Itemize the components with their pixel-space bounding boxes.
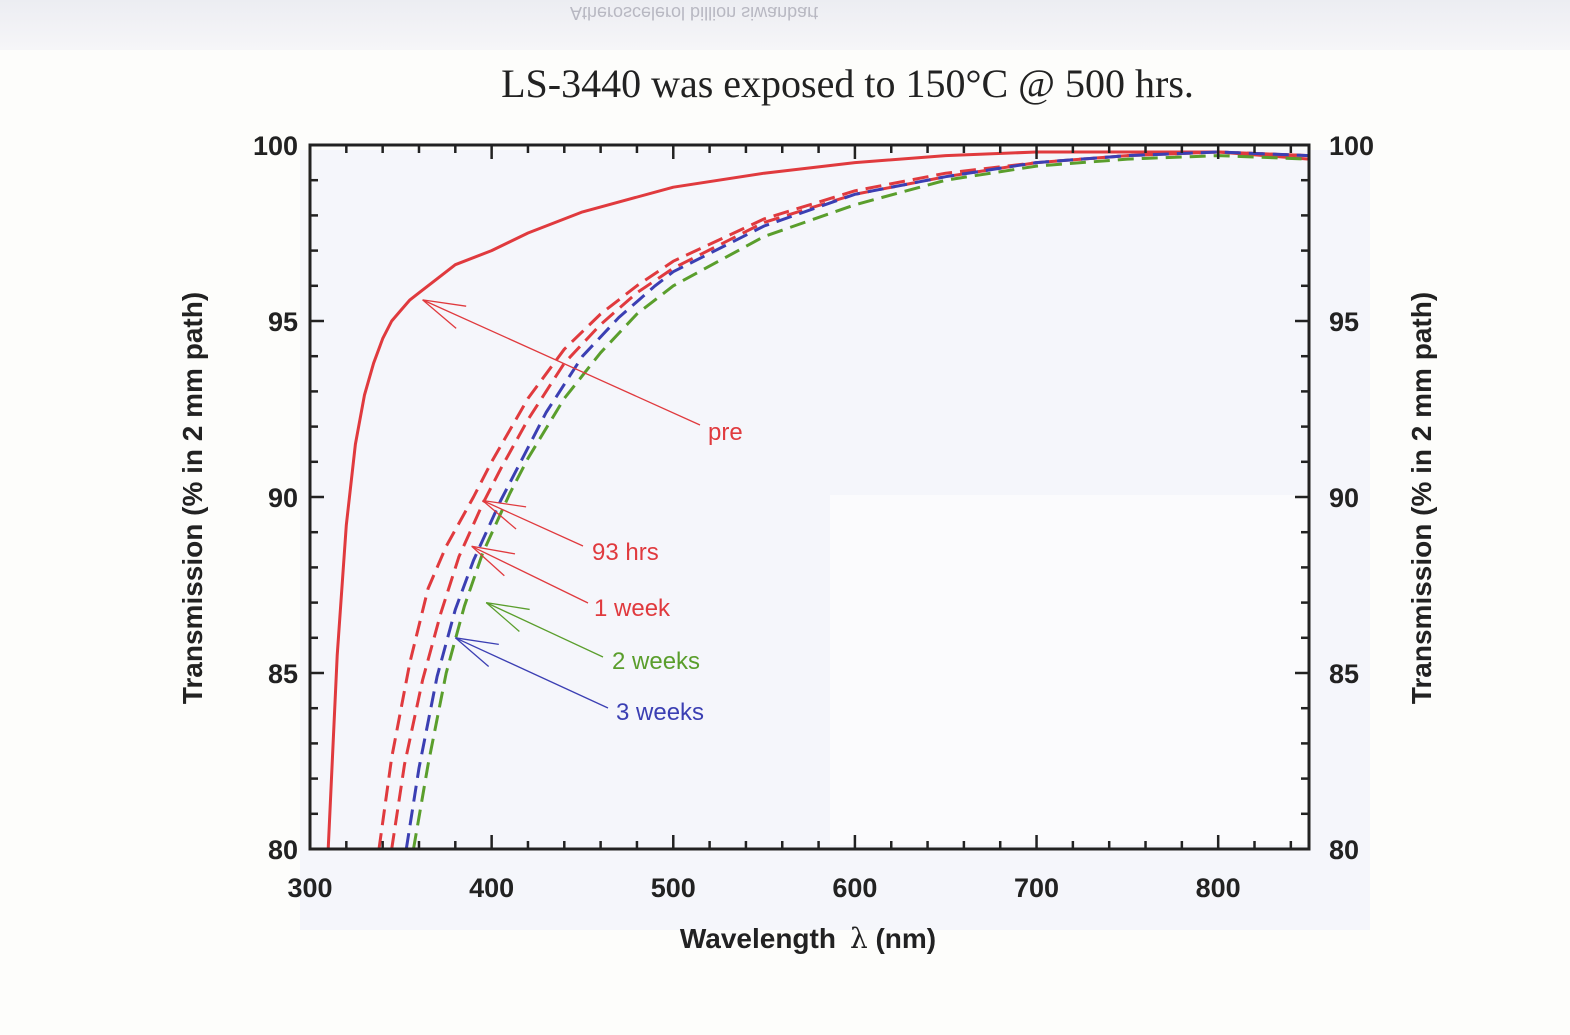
x-tick-label: 600 [832,873,877,903]
y-tick-label-right: 80 [1329,835,1359,865]
arrowhead-stroke [422,299,467,307]
chart-title: LS-3440 was exposed to 150°C @ 500 hrs. [501,61,1194,106]
annotation-leader [482,499,584,547]
y-tick-label-right: 90 [1329,483,1359,513]
annotation-leader [471,545,589,604]
annotation-label: 3 weeks [616,699,704,726]
y-tick-label-right: 100 [1329,131,1374,161]
annotation-label: 93 hrs [592,539,659,566]
y-tick-label: 90 [268,483,298,513]
lambda-symbol: λ [849,922,868,955]
scan-tint-light [830,495,1310,845]
x-axis-label-text: Wavelength [679,923,836,954]
y-tick-label-right: 95 [1329,307,1359,337]
series-line-2 [390,150,1310,850]
series-layer [326,150,1310,850]
annotation-label: 1 week [594,595,671,622]
annotation-label: 2 weeks [612,648,700,675]
arrowhead-stroke [471,545,505,577]
x-tick-label: 300 [287,873,332,903]
arrowhead-stroke [471,545,516,555]
annotation-label: pre [708,419,743,446]
x-axis-unit: (nm) [875,923,937,954]
annotation-layer: pre 93 hrs 1 week 2 weeks 3 weeks [422,299,743,726]
arrowhead-stroke [482,499,527,508]
series-line-4 [404,150,1310,850]
y-tick-label: 80 [268,835,298,865]
y-tick-label: 100 [253,131,298,161]
x-axis-label: Wavelength λ (nm) [0,922,1570,955]
arrowhead-stroke [455,637,499,646]
series-line-3 [412,154,1310,850]
arrowhead-stroke [486,601,530,611]
arrowhead-stroke [485,602,520,632]
arrowhead-stroke [454,637,490,668]
y-tick-label-right: 85 [1329,659,1359,689]
adjacent-page-bleed: Atheroscelerol billion siwanbart [0,0,1570,50]
tick-label-layer: 300 400 500 600 700 800 80 80 85 85 90 90 95 95 100 100 [253,131,1374,903]
annotation-leader [485,602,604,658]
series-line-0 [326,150,1310,850]
arrowhead-stroke [422,299,457,329]
x-tick-label: 700 [1014,873,1059,903]
plot-frame [308,143,1311,851]
arrowhead-stroke [482,500,517,530]
series-line-1 [377,150,1310,850]
x-tick-label: 800 [1196,873,1241,903]
tick-layer [308,143,1309,851]
y-tick-label: 85 [268,659,298,689]
x-tick-label: 500 [651,873,696,903]
x-tick-label: 400 [469,873,514,903]
annotation-leader [455,637,609,709]
y-tick-label: 95 [268,307,298,337]
annotation-leader [422,299,701,426]
